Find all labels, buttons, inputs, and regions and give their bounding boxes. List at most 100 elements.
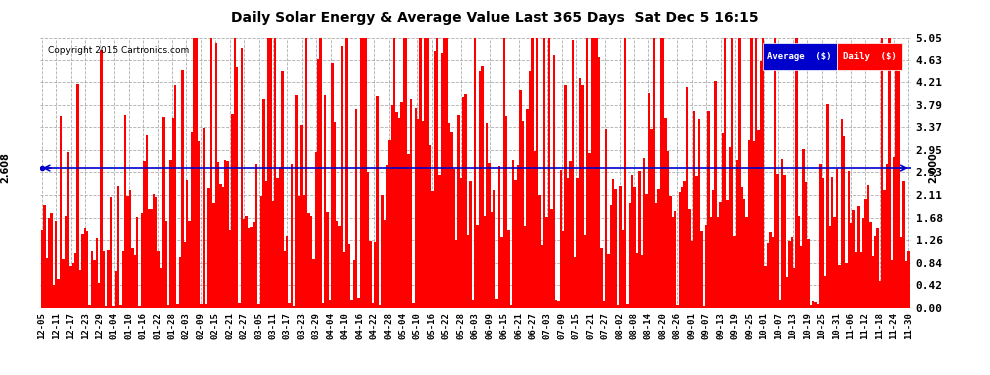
Bar: [627, 304, 629, 307]
Bar: [510, 306, 512, 308]
Bar: [81, 234, 83, 308]
Bar: [505, 116, 507, 308]
Bar: [774, 38, 776, 308]
Bar: [255, 164, 257, 308]
Bar: [76, 84, 79, 308]
Bar: [464, 94, 467, 308]
Bar: [507, 230, 510, 308]
Bar: [547, 38, 550, 308]
Bar: [636, 253, 639, 308]
Bar: [188, 220, 191, 308]
Bar: [52, 285, 55, 308]
Bar: [786, 277, 788, 308]
Bar: [707, 111, 710, 308]
Bar: [841, 119, 842, 308]
Bar: [257, 304, 259, 307]
Bar: [298, 196, 300, 308]
Bar: [555, 300, 557, 307]
Bar: [557, 302, 559, 307]
Bar: [527, 109, 529, 307]
Bar: [136, 217, 139, 308]
Bar: [315, 152, 317, 308]
Bar: [259, 196, 262, 308]
Bar: [664, 118, 667, 308]
Bar: [312, 259, 315, 308]
Bar: [817, 304, 819, 307]
Bar: [619, 186, 622, 308]
Bar: [574, 257, 576, 307]
Bar: [898, 71, 900, 308]
Bar: [41, 230, 44, 308]
Bar: [274, 38, 276, 308]
Bar: [641, 255, 644, 308]
Bar: [462, 97, 464, 308]
Bar: [200, 304, 203, 307]
Bar: [429, 144, 432, 308]
Bar: [162, 117, 164, 308]
Bar: [415, 108, 417, 307]
Bar: [59, 116, 62, 308]
Bar: [500, 237, 503, 308]
Bar: [624, 38, 627, 308]
Bar: [647, 93, 650, 308]
Bar: [727, 201, 729, 308]
Bar: [710, 217, 712, 308]
Text: Average  ($): Average ($): [767, 52, 832, 61]
Bar: [593, 38, 595, 308]
Bar: [876, 228, 879, 308]
Bar: [139, 306, 141, 308]
Bar: [893, 157, 895, 308]
Bar: [671, 217, 674, 308]
Bar: [847, 171, 850, 308]
Bar: [569, 161, 571, 308]
Bar: [295, 94, 298, 308]
Bar: [695, 176, 698, 308]
Bar: [444, 38, 446, 308]
Bar: [100, 50, 103, 308]
Bar: [795, 38, 798, 308]
Bar: [822, 178, 824, 308]
Bar: [357, 298, 359, 307]
Bar: [536, 38, 539, 308]
Bar: [359, 38, 362, 308]
Bar: [793, 268, 795, 308]
Bar: [434, 51, 436, 308]
Bar: [310, 216, 312, 308]
Bar: [108, 250, 110, 307]
Bar: [364, 38, 367, 308]
Bar: [691, 241, 693, 308]
Bar: [839, 265, 841, 308]
Bar: [724, 38, 727, 308]
Bar: [652, 38, 655, 308]
Bar: [905, 261, 907, 308]
Bar: [344, 252, 346, 308]
Bar: [881, 38, 883, 308]
Bar: [459, 178, 462, 308]
Bar: [186, 180, 188, 308]
Bar: [662, 38, 664, 308]
Bar: [471, 300, 474, 307]
Bar: [836, 169, 839, 308]
Bar: [591, 38, 593, 308]
Bar: [747, 140, 750, 308]
Bar: [715, 81, 717, 308]
Bar: [193, 38, 195, 308]
Bar: [567, 178, 569, 308]
Bar: [379, 305, 381, 308]
Bar: [291, 164, 293, 308]
Bar: [171, 118, 174, 308]
Bar: [388, 140, 391, 308]
Bar: [381, 195, 383, 308]
Bar: [669, 196, 671, 308]
Bar: [148, 209, 150, 308]
Bar: [867, 185, 869, 308]
Bar: [83, 228, 86, 308]
Bar: [393, 38, 395, 308]
Bar: [745, 217, 747, 308]
Bar: [239, 303, 241, 307]
Bar: [269, 38, 271, 308]
Bar: [250, 227, 252, 308]
Bar: [224, 160, 227, 308]
Bar: [159, 268, 162, 308]
Bar: [279, 167, 281, 308]
